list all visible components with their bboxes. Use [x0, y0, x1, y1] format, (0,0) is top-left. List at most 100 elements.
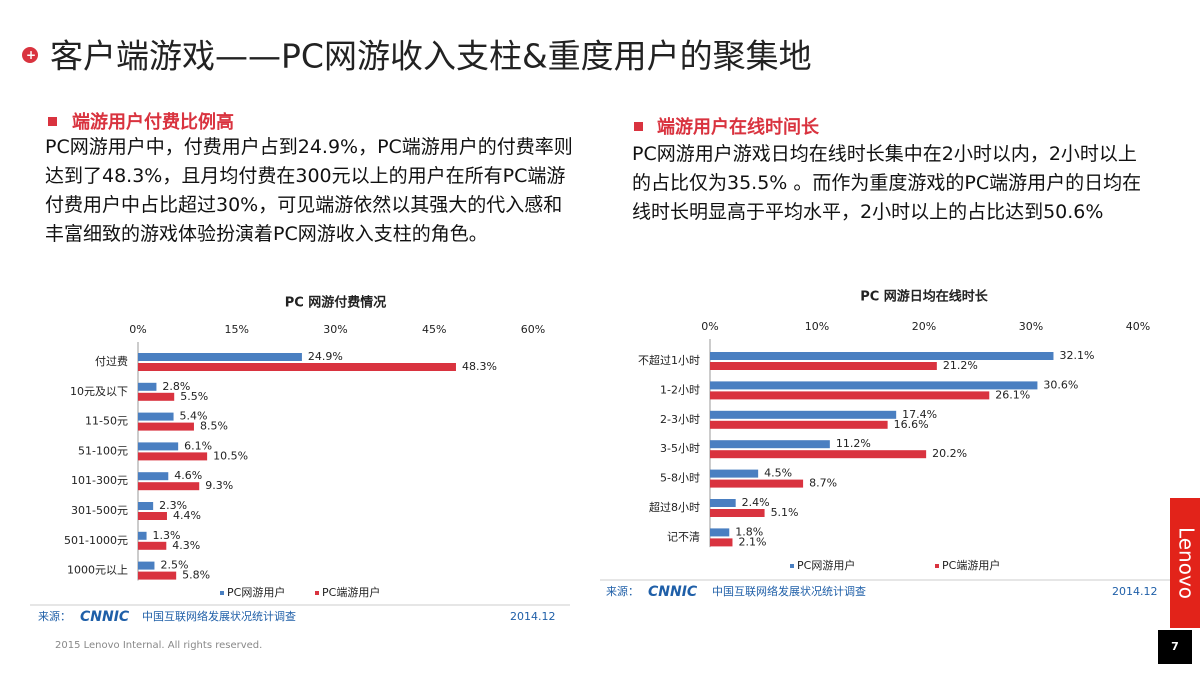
legend-marker — [315, 591, 319, 595]
bar — [138, 541, 167, 550]
value-label: 1.8% — [735, 525, 763, 538]
value-label: 5.8% — [182, 569, 210, 582]
bar — [710, 362, 937, 370]
page-number-box — [1158, 630, 1192, 664]
brand-tab — [1170, 498, 1200, 628]
x-tick-label: 10% — [805, 320, 829, 333]
category-label: 超过8小时 — [649, 500, 700, 514]
bar — [710, 499, 736, 507]
source-label: 来源： — [606, 584, 639, 598]
value-label: 2.5% — [160, 559, 188, 572]
legend-marker — [220, 591, 224, 595]
source-date: 2014.12 — [510, 610, 556, 623]
bar — [710, 509, 765, 517]
source-name: 中国互联网络发展状况统计调查 — [712, 584, 866, 598]
bar — [710, 440, 830, 449]
chart-title: PC 网游日均在线时长 — [860, 289, 989, 305]
value-label: 21.2% — [943, 359, 978, 372]
bar — [138, 422, 194, 431]
value-label: 8.5% — [200, 420, 228, 433]
value-label: 30.6% — [1043, 378, 1078, 391]
x-tick-label: 40% — [1126, 320, 1150, 333]
x-tick-label: 30% — [323, 323, 347, 336]
category-label: 3-5小时 — [660, 442, 700, 455]
x-tick-label: 30% — [1019, 320, 1043, 333]
bar — [710, 538, 733, 547]
value-label: 5.5% — [180, 390, 208, 403]
x-tick-label: 0% — [701, 320, 718, 333]
category-label: 记不清 — [667, 530, 700, 543]
value-label: 20.2% — [932, 447, 967, 460]
bar — [138, 531, 147, 540]
brand: Lenovo — [1175, 527, 1199, 599]
source-label: 来源： — [38, 609, 71, 623]
x-tick-label: 20% — [912, 320, 936, 333]
bar — [710, 450, 927, 459]
bar — [710, 420, 888, 429]
x-tick-label: 60% — [521, 323, 545, 336]
value-label: 16.6% — [894, 418, 929, 431]
category-label: 101-300元 — [71, 474, 128, 487]
bar — [710, 381, 1038, 390]
title-icon-plus: + — [26, 48, 36, 62]
value-label: 2.8% — [162, 380, 190, 393]
category-label: 301-500元 — [71, 504, 128, 517]
value-label: 8.7% — [809, 477, 837, 490]
x-tick-label: 0% — [129, 323, 146, 336]
source-logo: CNNIC — [648, 584, 698, 600]
bar — [710, 479, 804, 488]
slide-title: 客户端游戏——PC网游收入支柱&重度用户的聚集地 — [50, 37, 812, 76]
page-number: 7 — [1171, 640, 1179, 653]
bar — [138, 412, 174, 421]
bar — [138, 482, 200, 491]
legend-label: PC端游用户 — [942, 558, 1000, 572]
category-label: 2-3小时 — [660, 413, 700, 426]
value-label: 2.1% — [738, 535, 766, 548]
legend-marker — [790, 564, 794, 568]
bar — [138, 392, 175, 401]
bar — [138, 512, 167, 520]
bar — [138, 561, 155, 570]
source-logo: CNNIC — [80, 609, 130, 625]
value-label: 5.4% — [180, 410, 208, 423]
right-text: PC网游用户游戏日均在线时长集中在2小时以内，2小时以上的占比仅为35.5% 。… — [632, 143, 1142, 223]
bar — [138, 442, 179, 451]
value-label: 48.3% — [462, 360, 497, 373]
bar — [138, 472, 169, 481]
category-label: 10元及以下 — [70, 385, 128, 398]
source-date: 2014.12 — [1112, 585, 1158, 598]
value-label: 24.9% — [308, 350, 343, 363]
footer: 2015 Lenovo Internal. All rights reserve… — [55, 640, 262, 651]
legend-label: PC网游用户 — [227, 585, 285, 599]
category-label: 1000元以上 — [67, 564, 128, 577]
bar — [138, 452, 208, 461]
category-label: 1-2小时 — [660, 383, 700, 396]
chart-title: PC 网游付费情况 — [285, 295, 387, 311]
value-label: 26.1% — [995, 388, 1030, 401]
legend-label: PC端游用户 — [322, 585, 380, 599]
left-heading: 端游用户付费比例高 — [72, 111, 234, 133]
category-label: 501-1000元 — [64, 534, 128, 547]
value-label: 5.1% — [771, 506, 799, 519]
value-label: 4.4% — [173, 509, 201, 522]
bar — [138, 363, 456, 371]
bar — [710, 352, 1054, 360]
category-label: 11-50元 — [85, 415, 128, 428]
bar — [710, 391, 990, 400]
value-label: 32.1% — [1059, 349, 1094, 362]
x-tick-label: 15% — [225, 323, 249, 336]
value-label: 4.6% — [174, 469, 202, 482]
source-name: 中国互联网络发展状况统计调查 — [142, 609, 296, 623]
value-label: 17.4% — [902, 408, 937, 421]
bar — [710, 469, 759, 478]
value-label: 9.3% — [205, 479, 233, 492]
bar — [710, 410, 897, 419]
bar — [710, 528, 730, 537]
value-label: 6.1% — [184, 439, 212, 452]
bar — [138, 571, 177, 580]
value-label: 2.4% — [742, 496, 770, 509]
value-label: 10.5% — [213, 449, 248, 462]
bar — [138, 353, 302, 361]
